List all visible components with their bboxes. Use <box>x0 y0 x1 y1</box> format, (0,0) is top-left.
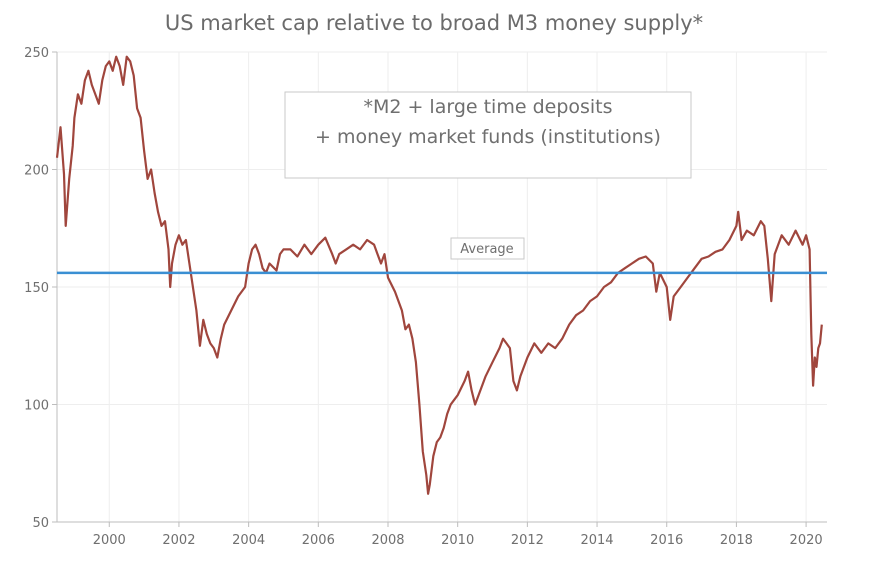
chart-title: US market cap relative to broad M3 money… <box>165 11 703 35</box>
x-tick-label: 2004 <box>232 533 265 548</box>
x-tick-label: 2010 <box>441 533 474 548</box>
x-tick-label: 2020 <box>790 533 823 548</box>
x-tick-label: 2008 <box>371 533 404 548</box>
footnote-box-border <box>284 91 692 179</box>
x-tick-label: 2014 <box>580 533 613 548</box>
y-tick-label: 200 <box>24 164 49 179</box>
footnote-line-1: *M2 + large time deposits <box>363 96 612 118</box>
y-tick-label: 250 <box>24 46 49 61</box>
average-label: Average <box>460 242 513 257</box>
y-tick-label: 150 <box>24 281 49 296</box>
x-tick-label: 2016 <box>650 533 683 548</box>
footnote-line-2: + money market funds (institutions) <box>315 126 661 148</box>
x-tick-label: 2006 <box>302 533 335 548</box>
average-label-box: Average <box>450 237 525 260</box>
average-label-border <box>450 237 525 260</box>
y-tick-label: 50 <box>32 516 49 531</box>
y-tick-label: 100 <box>24 399 49 414</box>
x-tick-label: 2002 <box>162 533 195 548</box>
x-tick-labels: 2000 2002 2004 2006 2008 2010 2012 2014 2016 2018… <box>93 522 823 548</box>
series-layer <box>55 55 823 495</box>
footnote-box: *M2 + large time deposits + money market… <box>284 91 692 179</box>
series-line-0 <box>55 55 823 495</box>
x-tick-label: 2000 <box>93 533 126 548</box>
y-tick-labels: 50 100 150 200 250 <box>24 46 57 531</box>
x-tick-label: 2012 <box>511 533 544 548</box>
x-tick-label: 2018 <box>720 533 753 548</box>
